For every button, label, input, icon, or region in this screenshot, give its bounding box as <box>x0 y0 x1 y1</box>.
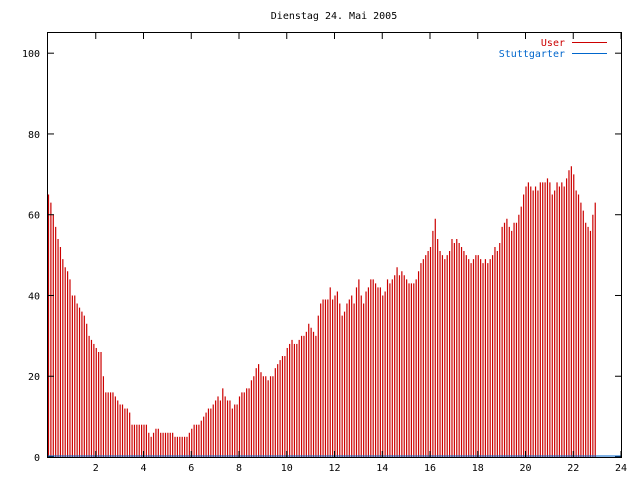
legend-label-user: User <box>541 38 565 49</box>
x-tick-label: 6 <box>188 463 194 474</box>
x-tick-label: 10 <box>281 463 293 474</box>
x-tick-label: 18 <box>472 463 484 474</box>
bar-group <box>47 166 596 457</box>
y-tick-label: 60 <box>28 211 40 222</box>
legend: User Stuttgarter <box>499 38 607 60</box>
y-tick-label: 100 <box>22 49 40 60</box>
chart-title: Dienstag 24. Mai 2005 <box>271 11 397 22</box>
x-tick-label: 14 <box>376 463 388 474</box>
x-axis: 2 4 6 8 10 12 14 16 18 20 22 24 <box>93 33 627 474</box>
x-tick-label: 12 <box>328 463 340 474</box>
x-tick-label: 2 <box>93 463 99 474</box>
y-tick-label: 20 <box>28 372 40 383</box>
x-tick-label: 16 <box>424 463 436 474</box>
y-tick-label: 80 <box>28 130 40 141</box>
x-tick-label: 20 <box>519 463 531 474</box>
y-tick-label: 40 <box>28 291 40 302</box>
x-tick-label: 22 <box>567 463 579 474</box>
y-axis: 0 20 40 60 80 100 <box>22 49 621 464</box>
legend-label-stuttgarter: Stuttgarter <box>499 49 565 60</box>
x-tick-label: 4 <box>140 463 146 474</box>
plot-frame <box>47 32 622 458</box>
x-tick-label: 8 <box>236 463 242 474</box>
y-tick-label: 0 <box>34 453 40 464</box>
x-tick-label: 24 <box>615 463 627 474</box>
